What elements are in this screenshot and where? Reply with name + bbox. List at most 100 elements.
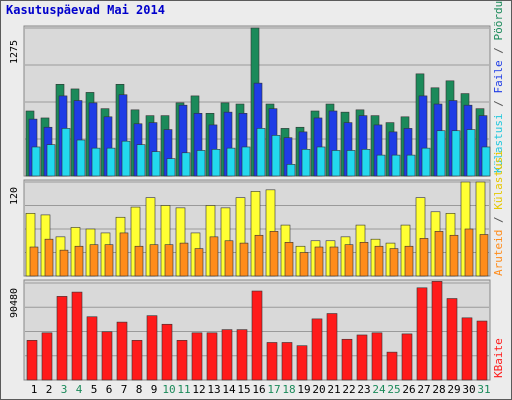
bar-kbytes-day-8	[131, 340, 143, 381]
bar-pages-day-15	[241, 146, 251, 177]
bar-pages-day-30	[466, 129, 476, 177]
bar-kbytes-day-20	[311, 318, 323, 381]
day-label-19: 19	[297, 383, 310, 396]
bar-kbytes-day-16	[251, 290, 263, 381]
bottom-ymax-label: 90480	[9, 288, 20, 318]
bar-sites-day-16	[254, 234, 264, 277]
bar-kbytes-day-4	[71, 291, 83, 381]
bar-kbytes-day-24	[371, 332, 383, 381]
day-label-14: 14	[222, 383, 236, 396]
bars	[25, 27, 491, 381]
day-labels: 1 2 3 4 5 6 7 8 9 10 11 12 13 14 15 16 17 18 19 20 21 22 23 24 2…	[31, 383, 491, 396]
day-label-2: 2	[46, 383, 53, 396]
legend-middle: Aruteid / Külastusi	[492, 150, 505, 276]
bar-kbytes-day-19	[296, 345, 308, 381]
middle-ymax-label: 120	[9, 187, 20, 205]
legend-top: Külastusi / Faile / Pöördumisi	[492, 0, 505, 173]
bar-sites-day-31	[479, 234, 489, 277]
bar-kbytes-day-22	[341, 338, 353, 381]
bar-kbytes-day-31	[476, 320, 488, 381]
chart-title: Kasutuspäevad Mai 2014	[6, 3, 165, 17]
bar-pages-day-13	[211, 149, 221, 177]
bar-kbytes-day-5	[86, 316, 98, 381]
bar-pages-day-27	[421, 147, 431, 177]
bar-pages-day-26	[406, 154, 416, 177]
bar-sites-day-11	[179, 242, 189, 277]
bar-sites-day-14	[224, 240, 234, 277]
day-label-22: 22	[342, 383, 355, 396]
bar-kbytes-day-27	[416, 287, 428, 381]
legend-sep-3: /	[492, 216, 505, 223]
legend-visits: Külastusi	[492, 150, 505, 210]
bar-kbytes-day-28	[431, 281, 443, 381]
day-label-1: 1	[31, 383, 38, 396]
day-label-16: 16	[252, 383, 265, 396]
bar-pages-day-14	[226, 147, 236, 177]
day-label-23: 23	[357, 383, 370, 396]
bar-sites-day-22	[344, 244, 354, 277]
bar-pages-day-4	[76, 139, 86, 177]
bar-sites-day-24	[374, 245, 384, 277]
day-label-5: 5	[91, 383, 98, 396]
bar-kbytes-day-12	[191, 332, 203, 381]
day-label-25: 25	[387, 383, 400, 396]
legend-hits: Külastusi	[492, 113, 505, 173]
day-label-27: 27	[417, 383, 430, 396]
day-label-31: 31	[477, 383, 490, 396]
bar-sites-day-5	[89, 244, 99, 277]
top-ymax-label: 1275	[9, 40, 20, 64]
day-label-21: 21	[327, 383, 340, 396]
day-label-28: 28	[432, 383, 445, 396]
day-label-24: 24	[372, 383, 386, 396]
bar-kbytes-day-7	[116, 321, 128, 381]
bar-sites-day-13	[209, 236, 219, 277]
bar-sites-day-10	[164, 244, 174, 277]
bar-pages-day-18	[286, 164, 296, 177]
day-label-30: 30	[462, 383, 475, 396]
bar-kbytes-day-10	[161, 323, 173, 381]
bar-sites-day-23	[359, 242, 369, 277]
bar-kbytes-day-3	[56, 296, 68, 381]
bar-pages-day-25	[391, 154, 401, 177]
bar-pages-day-16	[256, 128, 266, 177]
bar-sites-day-29	[449, 234, 459, 277]
bar-pages-day-31	[481, 146, 491, 177]
bar-kbytes-day-23	[356, 334, 368, 381]
bar-pages-day-6	[106, 147, 116, 177]
bar-sites-day-26	[404, 245, 414, 277]
bar-sites-day-18	[284, 242, 294, 277]
legend-sep-1: /	[492, 100, 505, 107]
bar-kbytes-day-17	[266, 342, 278, 381]
legend-page-views: Pöördumisi	[492, 0, 505, 41]
bar-kbytes-day-21	[326, 313, 338, 381]
bar-pages-day-1	[31, 146, 41, 177]
day-label-29: 29	[447, 383, 460, 396]
bar-sites-day-19	[299, 252, 309, 277]
bar-pages-day-20	[316, 146, 326, 177]
bar-pages-day-17	[271, 135, 281, 177]
bar-sites-day-12	[194, 248, 204, 277]
bar-pages-day-19	[301, 149, 311, 177]
legend-kbytes: KBaite	[492, 338, 505, 378]
bar-pages-day-3	[61, 128, 71, 177]
day-label-17: 17	[267, 383, 280, 396]
bar-pages-day-11	[181, 152, 191, 177]
day-label-3: 3	[61, 383, 68, 396]
bar-kbytes-day-6	[101, 331, 113, 381]
bar-sites-day-2	[44, 238, 54, 277]
day-label-26: 26	[402, 383, 415, 396]
bar-kbytes-day-30	[461, 317, 473, 381]
bar-kbytes-day-11	[176, 340, 188, 381]
day-label-15: 15	[237, 383, 250, 396]
bar-sites-day-7	[119, 232, 129, 277]
bar-kbytes-day-26	[401, 333, 413, 381]
bar-kbytes-day-14	[221, 329, 233, 381]
bar-kbytes-day-9	[146, 315, 158, 381]
bar-pages-day-29	[451, 130, 461, 177]
bar-sites-day-27	[419, 238, 429, 277]
bar-kbytes-day-15	[236, 329, 248, 381]
bar-pages-day-21	[331, 150, 341, 177]
day-label-13: 13	[207, 383, 220, 396]
bar-pages-day-9	[151, 151, 161, 177]
